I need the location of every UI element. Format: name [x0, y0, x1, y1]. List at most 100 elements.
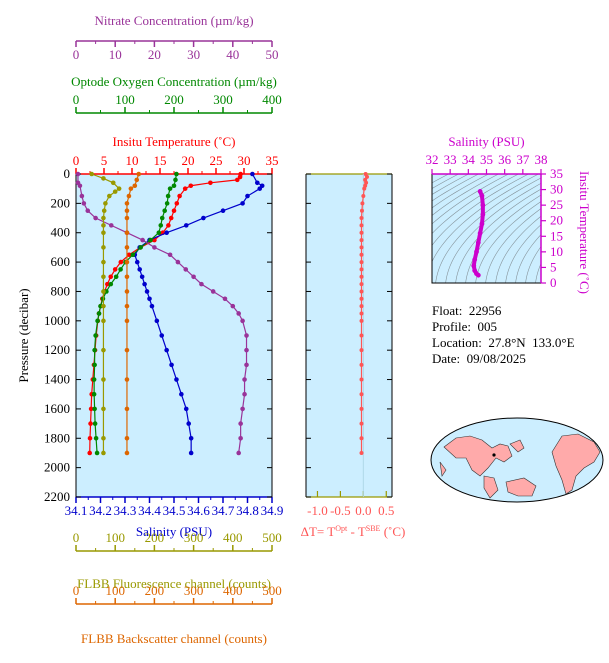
temperature-data-point — [177, 193, 182, 199]
pressure-tick-label: 1400 — [44, 372, 70, 387]
density-contours — [432, 174, 609, 283]
salinity-data-point — [159, 333, 165, 338]
map-landmass — [439, 461, 447, 477]
density-contour — [432, 174, 519, 235]
temperature-tick-label: 20 — [182, 153, 195, 168]
nitrate-data-point — [183, 267, 189, 272]
oxygen-tick-label: 300 — [213, 92, 233, 107]
delta-data-point — [359, 245, 364, 250]
ts-y-tick-label: 30 — [550, 182, 563, 197]
pressure-tick-label: 2000 — [44, 460, 70, 475]
oxygen-tick-label: 200 — [164, 92, 184, 107]
backscatter-data-point — [124, 377, 130, 382]
fluorescence-data-point — [116, 186, 122, 191]
nitrate-tick-label: 50 — [266, 47, 279, 62]
oxygen-tick-label: 100 — [115, 92, 135, 107]
salinity-tick-label: 34.6 — [187, 503, 210, 518]
fluorescence-data-point — [101, 303, 106, 309]
density-contour — [605, 174, 609, 283]
delta-tick-label: -0.5 — [330, 503, 351, 518]
salinity-data-point — [147, 296, 152, 302]
pressure-tick-label: 600 — [51, 254, 71, 269]
nitrate-data-point — [244, 333, 249, 338]
fluorescence-data-point — [103, 201, 108, 206]
density-contour — [445, 182, 541, 283]
oxygen-data-point — [92, 406, 97, 412]
temperature-data-point — [118, 259, 124, 265]
ts-data-point — [477, 189, 483, 194]
delta-data-point — [359, 348, 364, 353]
temperature-data-point — [168, 215, 174, 221]
oxygen-data-point — [138, 245, 143, 250]
salinity-data-point — [164, 347, 169, 353]
fluorescence-tick-label: 400 — [223, 530, 243, 545]
delta-data-point — [359, 377, 364, 382]
ts-x-tick-label: 37 — [516, 152, 530, 167]
pressure-tick-label: 2200 — [44, 489, 70, 504]
temperature-data-point — [87, 435, 93, 441]
nitrate-axis-title: Nitrate Concentration (µm/kg) — [94, 13, 253, 28]
temperature-data-point — [87, 450, 93, 456]
backscatter-axis-title: FLBB Backscatter channel (counts) — [81, 631, 267, 646]
density-contour — [432, 174, 469, 195]
map-landmass — [551, 433, 601, 495]
ts-x-tick-label: 38 — [535, 152, 548, 167]
delta-data-point — [359, 333, 364, 338]
density-contour — [505, 224, 541, 283]
salinity-data-point — [240, 201, 245, 206]
nitrate-data-point — [238, 435, 243, 441]
salinity-tick-label: 34.9 — [261, 503, 284, 518]
delta-data-point — [359, 267, 364, 272]
salinity-data-point — [179, 391, 184, 397]
backscatter-data-point — [124, 303, 130, 309]
nitrate-data-point — [236, 450, 241, 456]
fluorescence-tick-label: 300 — [184, 530, 204, 545]
ts-y-tick-label: 25 — [550, 197, 563, 212]
temperature-data-point — [166, 223, 171, 228]
fluorescence-data-point — [101, 259, 106, 265]
delta-data-point — [359, 311, 364, 316]
delta-plot-area — [306, 174, 392, 497]
nitrate-tick-label: 10 — [109, 47, 122, 62]
pressure-tick-label: 200 — [51, 195, 71, 210]
backscatter-data-point — [124, 208, 130, 214]
salinity-data-point — [144, 289, 150, 294]
backscatter-data-point — [136, 171, 142, 177]
pressure-tick-label: 800 — [51, 283, 71, 298]
map-landmass — [443, 435, 513, 477]
fluorescence-data-point — [101, 435, 106, 441]
salinity-data-point — [149, 303, 155, 309]
fluorescence-data-point — [101, 176, 106, 181]
ts-y-axis-title: Insitu Temperature (˚C) — [577, 171, 592, 294]
ts-x-tick-label: 34 — [462, 152, 476, 167]
salinity-data-point — [188, 435, 194, 441]
oxygen-data-point — [92, 362, 97, 368]
nitrate-data-point — [81, 201, 87, 206]
density-contour — [515, 234, 541, 283]
delta-data-point — [359, 223, 364, 228]
map-landmass — [505, 477, 537, 497]
temperature-data-point — [88, 421, 93, 426]
ts-data-point — [480, 202, 486, 208]
salinity-data-point — [154, 318, 160, 324]
delta-data-point — [359, 282, 364, 287]
delta-data-point — [359, 230, 364, 235]
oxygen-data-point — [162, 208, 167, 214]
nitrate-data-point — [108, 223, 114, 228]
fluorescence-data-point — [112, 189, 118, 194]
float-location-marker — [492, 453, 496, 457]
density-contour — [455, 188, 541, 283]
temperature-data-point — [126, 252, 132, 258]
backscatter-data-point — [126, 193, 132, 199]
density-contour — [432, 174, 489, 209]
temperature-tick-label: 30 — [238, 153, 251, 168]
nitrate-data-point — [152, 245, 157, 250]
density-contour — [435, 177, 541, 283]
oxygen-data-point — [159, 215, 165, 221]
salinity-tick-label: 34.8 — [236, 503, 259, 518]
world-map — [430, 417, 604, 503]
backscatter-tick-label: 500 — [262, 583, 282, 598]
salinity-tick-label: 34.2 — [89, 503, 112, 518]
fluorescence-data-point — [101, 274, 106, 280]
nitrate-data-point — [75, 171, 81, 177]
